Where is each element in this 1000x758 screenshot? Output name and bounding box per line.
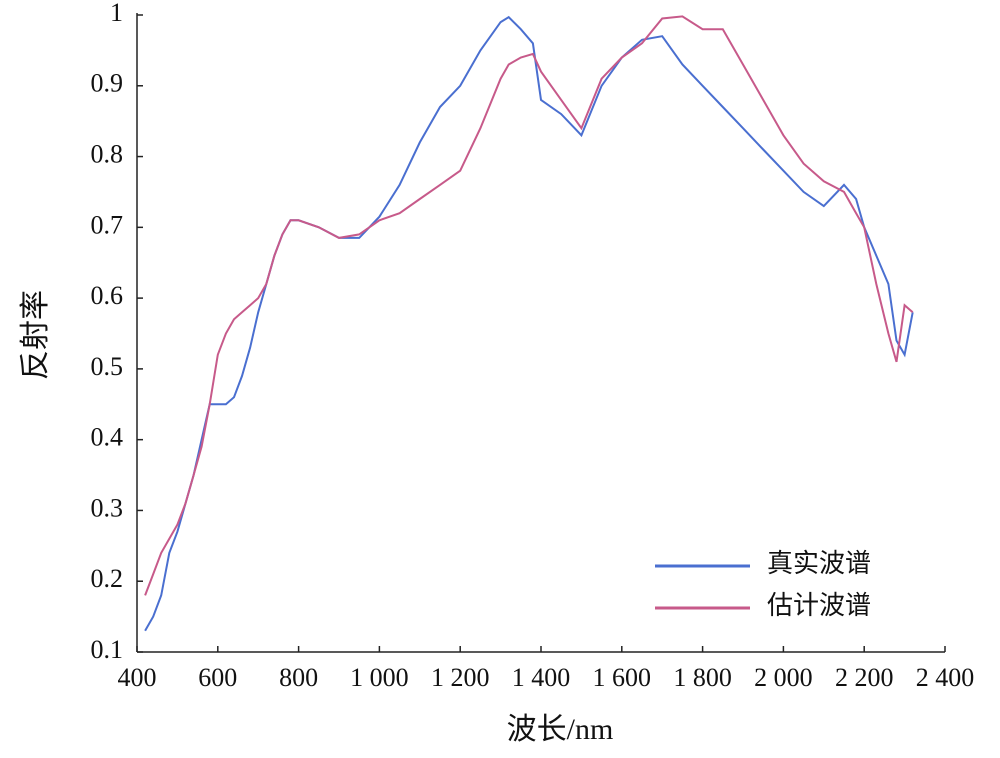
legend-label: 估计波谱 xyxy=(767,591,871,620)
x-tick-label: 600 xyxy=(198,663,237,692)
series-line xyxy=(144,15,914,596)
y-tick-label: 0.3 xyxy=(91,493,124,522)
x-tick-label: 1 000 xyxy=(350,663,409,692)
y-tick-label: 0.8 xyxy=(91,140,124,169)
y-tick-label: 0.7 xyxy=(91,210,124,239)
y-tick-label: 0.1 xyxy=(91,635,124,664)
series-line xyxy=(144,15,914,632)
y-tick-label: 0.5 xyxy=(91,352,124,381)
x-tick-label: 1 400 xyxy=(512,663,571,692)
y-axis-label: 反射率 xyxy=(19,290,52,380)
y-tick-label: 1 xyxy=(110,0,123,27)
x-tick-label: 1 600 xyxy=(593,663,652,692)
x-axis-label: 波长/nm xyxy=(507,713,614,746)
x-tick-label: 400 xyxy=(118,663,157,692)
y-tick-label: 0.6 xyxy=(91,281,124,310)
y-tick-label: 0.4 xyxy=(91,423,124,452)
x-tick-label: 800 xyxy=(279,663,318,692)
x-tick-label: 1 800 xyxy=(673,663,732,692)
x-tick-label: 1 200 xyxy=(431,663,490,692)
x-tick-label: 2 000 xyxy=(754,663,813,692)
y-tick-label: 0.2 xyxy=(91,564,124,593)
x-tick-label: 2 400 xyxy=(916,663,975,692)
legend-label: 真实波谱 xyxy=(767,549,871,578)
x-tick-label: 2 200 xyxy=(835,663,894,692)
y-tick-label: 0.9 xyxy=(91,69,124,98)
